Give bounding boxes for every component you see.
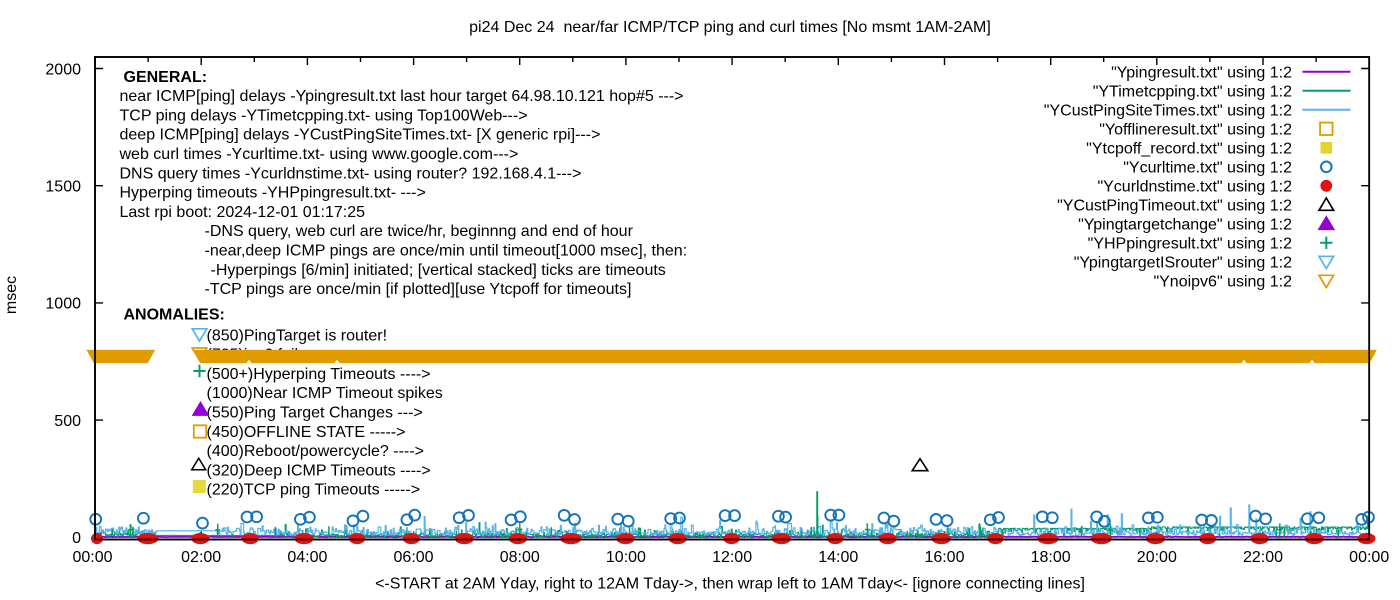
svg-text:14:00: 14:00 [818,549,858,566]
svg-text:"Ynoipv6" using 1:2: "Ynoipv6" using 1:2 [1153,274,1292,291]
svg-text:00:00: 00:00 [1349,549,1389,566]
svg-text:Last rpi boot: 2024-12-01 01:1: Last rpi boot: 2024-12-01 01:17:25 [120,204,366,221]
svg-text:"Ycurldnstime.txt" using 1:2: "Ycurldnstime.txt" using 1:2 [1097,179,1292,196]
svg-text:20:00: 20:00 [1137,549,1177,566]
svg-text:(850)PingTarget is router!: (850)PingTarget is router! [207,327,388,344]
svg-text:"YCustPingSiteTimes.txt" using: "YCustPingSiteTimes.txt" using 1:2 [1044,103,1292,120]
svg-text:"Yofflineresult.txt" using 1:2: "Yofflineresult.txt" using 1:2 [1099,122,1292,139]
svg-text:1000: 1000 [45,296,81,313]
svg-text:"Ypingresult.txt" using 1:2: "Ypingresult.txt" using 1:2 [1111,65,1292,82]
svg-text:msec: msec [3,276,20,314]
svg-text:DNS query times -Ycurldnstime.: DNS query times -Ycurldnstime.txt- using… [120,165,582,182]
svg-text:500: 500 [54,413,81,430]
svg-text:"Ypingtargetchange" using 1:2: "Ypingtargetchange" using 1:2 [1078,217,1292,234]
svg-text:08:00: 08:00 [500,549,540,566]
svg-text:2000: 2000 [45,61,81,78]
svg-text:1500: 1500 [45,179,81,196]
svg-text:00:00: 00:00 [72,549,112,566]
svg-text:16:00: 16:00 [924,549,964,566]
svg-text:-DNS query, web curl are twice: -DNS query, web curl are twice/hr, begin… [205,223,634,240]
svg-text:GENERAL:: GENERAL: [124,69,208,86]
svg-text:02:00: 02:00 [181,549,221,566]
svg-text:(500+)Hyperping Timeouts ---->: (500+)Hyperping Timeouts ----> [207,366,431,383]
svg-text:(1000)Near ICMP Timeout spikes: (1000)Near ICMP Timeout spikes [207,385,443,402]
svg-text:10:00: 10:00 [606,549,646,566]
svg-text:-Hyperpings [6/min] initiated;: -Hyperpings [6/min] initiated; [vertical… [211,262,666,279]
svg-text:ANOMALIES:: ANOMALIES: [124,306,225,323]
svg-text:(400)Reboot/powercycle? ---->: (400)Reboot/powercycle? ----> [207,443,424,460]
svg-text:TCP ping delays -YTimetcpping.: TCP ping delays -YTimetcpping.txt- using… [120,107,528,124]
svg-text:22:00: 22:00 [1243,549,1283,566]
svg-text:"Ytcpoff_record.txt" using 1:2: "Ytcpoff_record.txt" using 1:2 [1086,141,1292,158]
svg-text:04:00: 04:00 [287,549,327,566]
svg-text:(320)Deep ICMP Timeouts ---->: (320)Deep ICMP Timeouts ----> [207,462,431,479]
svg-text:deep ICMP[ping] delays -YCustP: deep ICMP[ping] delays -YCustPingSiteTim… [120,127,601,144]
svg-text:-near,deep ICMP pings are once: -near,deep ICMP pings are once/min until… [205,243,688,260]
svg-text:18:00: 18:00 [1031,549,1071,566]
svg-text:"YHPpingresult.txt" using 1:2: "YHPpingresult.txt" using 1:2 [1088,236,1292,253]
svg-text:Hyperping timeouts -YHPpingres: Hyperping timeouts -YHPpingresult.txt- -… [120,185,426,202]
svg-text:"Ycurltime.txt" using 1:2: "Ycurltime.txt" using 1:2 [1123,160,1292,177]
svg-text:(220)TCP ping Timeouts ----->: (220)TCP ping Timeouts -----> [207,482,421,499]
svg-text:(450)OFFLINE STATE ----->: (450)OFFLINE STATE -----> [207,424,406,441]
svg-text:"YpingtargetISrouter" using 1:: "YpingtargetISrouter" using 1:2 [1074,255,1292,272]
svg-text:"YTimetcpping.txt" using 1:2: "YTimetcpping.txt" using 1:2 [1093,84,1292,101]
svg-text:near ICMP[ping] delays -Ypingr: near ICMP[ping] delays -Ypingresult.txt … [120,88,684,105]
svg-text:web curl times -Ycurltime.txt-: web curl times -Ycurltime.txt- using www… [119,146,519,163]
svg-text:<-START at 2AM Yday, right to: <-START at 2AM Yday, right to 12AM Tday-… [375,576,1085,593]
svg-text:-TCP pings are once/min [if pl: -TCP pings are once/min [if plotted][use… [205,281,632,298]
svg-text:06:00: 06:00 [394,549,434,566]
svg-text:"YCustPingTimeout.txt" using 1: "YCustPingTimeout.txt" using 1:2 [1057,198,1292,215]
svg-text:(550)Ping Target Changes --->: (550)Ping Target Changes ---> [207,405,423,422]
svg-text:12:00: 12:00 [712,549,752,566]
svg-text:0: 0 [72,530,81,547]
svg-text:pi24 Dec 24 near/far ICMP/TCP: pi24 Dec 24 near/far ICMP/TCP ping and c… [469,19,991,36]
